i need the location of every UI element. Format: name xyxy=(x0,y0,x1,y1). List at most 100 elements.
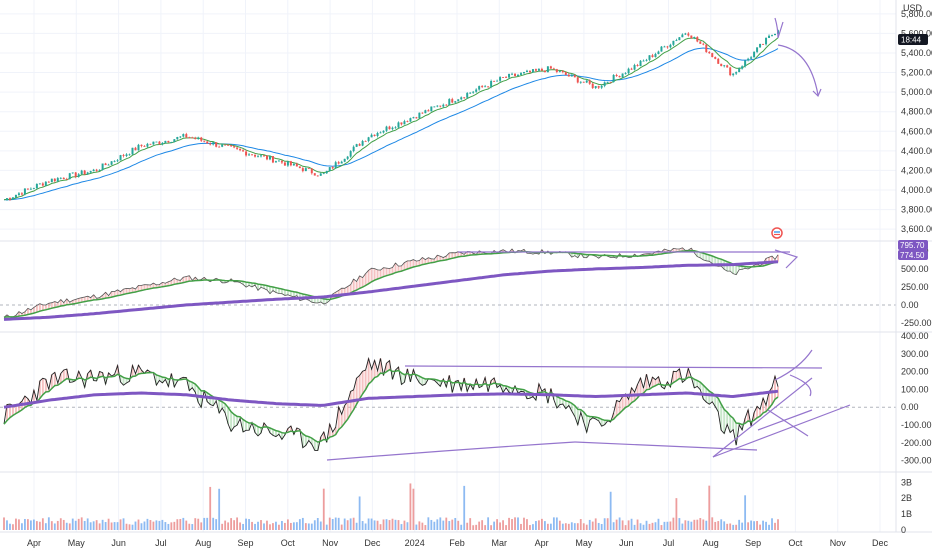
candle-body xyxy=(188,137,191,139)
candle-body xyxy=(44,181,47,186)
volume-bar xyxy=(316,518,319,530)
volume-bar xyxy=(669,521,672,530)
currency-label: USD xyxy=(903,3,923,13)
candle-body xyxy=(224,144,227,146)
volume-bar xyxy=(197,518,200,530)
candle-body xyxy=(418,112,421,119)
candle-body xyxy=(567,74,570,77)
volume-bar xyxy=(759,524,761,530)
candle-body xyxy=(735,72,738,74)
volume-bar xyxy=(711,517,714,530)
volume-bar xyxy=(726,523,729,530)
volume-bar xyxy=(12,524,14,530)
candle-body xyxy=(316,175,319,177)
candle-body xyxy=(65,179,68,180)
volume-bar xyxy=(158,520,161,530)
candle-body xyxy=(92,169,95,172)
candle-body xyxy=(119,155,122,161)
candle-body xyxy=(334,162,337,169)
candle-body xyxy=(77,174,80,177)
volume-bar xyxy=(526,519,528,530)
candle-body xyxy=(370,134,373,138)
volume-bar xyxy=(624,525,627,530)
candle-body xyxy=(624,73,627,74)
candle-body xyxy=(325,170,328,174)
volume-bar xyxy=(233,520,236,530)
drawn-trend-line xyxy=(757,409,813,431)
candle-body xyxy=(170,142,173,143)
candle-body xyxy=(310,168,313,174)
volume-bar xyxy=(738,519,741,530)
volume-bar xyxy=(38,521,41,530)
volume-bar xyxy=(651,522,654,530)
volume-bar xyxy=(654,522,657,530)
pane-price[interactable] xyxy=(3,29,779,201)
time-axis-label: Oct xyxy=(281,538,296,548)
candle-body xyxy=(612,74,615,83)
oscillator-1-axis-label: -250.00 xyxy=(901,318,932,328)
candle-body xyxy=(627,68,630,74)
volume-bar xyxy=(433,521,436,530)
volume-axis[interactable]: 3B 2B 1B 0 xyxy=(901,477,912,535)
drawn-trend-line xyxy=(777,44,819,96)
volume-bar xyxy=(59,518,62,530)
volume-bar xyxy=(717,521,720,530)
candle-body xyxy=(361,141,364,146)
candle-body xyxy=(618,76,621,78)
volume-bar xyxy=(346,520,349,530)
time-axis[interactable]: Apr May Jun Jul Aug Sep Oct Nov Dec 2024 Feb Mar Apr… xyxy=(27,538,889,548)
candle-body xyxy=(469,92,472,94)
price-axis-label: 4,600.00 xyxy=(901,126,932,136)
price-axis-label: 5,200.00 xyxy=(901,68,932,78)
candle-body xyxy=(161,142,164,145)
oscillator-2-axis[interactable]: 400.00 300.00 200.00 100.00 0.00 -100.00 -200.… xyxy=(901,331,932,466)
volume-bar xyxy=(307,523,310,530)
volume-bar xyxy=(358,496,361,530)
candle-body xyxy=(391,127,394,130)
last-price-tag-text: 18:44 xyxy=(901,36,922,45)
volume-bar xyxy=(352,517,355,530)
volume-bar xyxy=(609,491,612,530)
candle-body xyxy=(519,73,522,75)
volume-bar xyxy=(412,488,415,530)
pane-oscillator-2[interactable] xyxy=(3,356,779,451)
candle-body xyxy=(693,37,696,39)
volume-bar xyxy=(334,517,337,530)
price-axis[interactable]: USD 5,800.00 5,600.00 5,400.00 5,200.00 5,00… xyxy=(901,3,932,234)
volume-bar xyxy=(657,518,660,530)
candle-body xyxy=(720,63,723,67)
candle-body xyxy=(639,60,642,66)
volume-bar xyxy=(92,521,95,530)
volume-bar xyxy=(224,520,227,530)
candle-body xyxy=(537,68,540,71)
volume-bar xyxy=(179,518,182,530)
volume-bar xyxy=(756,521,758,530)
candle-body xyxy=(633,65,636,70)
candle-body xyxy=(260,155,263,157)
candle-body xyxy=(726,65,729,68)
candle-body xyxy=(660,46,663,52)
candle-body xyxy=(681,34,684,38)
oscillator-2-signal-line xyxy=(3,368,779,443)
candle-body xyxy=(696,37,699,42)
candle-body xyxy=(505,77,508,78)
volume-bar xyxy=(212,517,215,530)
volume-bar xyxy=(750,520,753,530)
pane-volume[interactable] xyxy=(3,483,779,530)
volume-bar xyxy=(591,521,594,530)
flag-icon-circle xyxy=(771,227,783,239)
volume-bar xyxy=(546,523,549,530)
candle-body xyxy=(212,142,215,145)
volume-bar xyxy=(666,521,669,530)
candle-body xyxy=(543,70,546,73)
flag-icon[interactable] xyxy=(771,227,783,239)
candle-body xyxy=(765,37,768,45)
volume-bar xyxy=(152,521,155,530)
volume-bar xyxy=(319,521,322,530)
volume-bar xyxy=(430,519,433,530)
volume-bar xyxy=(272,523,274,530)
volume-bar xyxy=(627,520,630,530)
volume-bar xyxy=(606,518,609,530)
candle-body xyxy=(122,155,125,156)
